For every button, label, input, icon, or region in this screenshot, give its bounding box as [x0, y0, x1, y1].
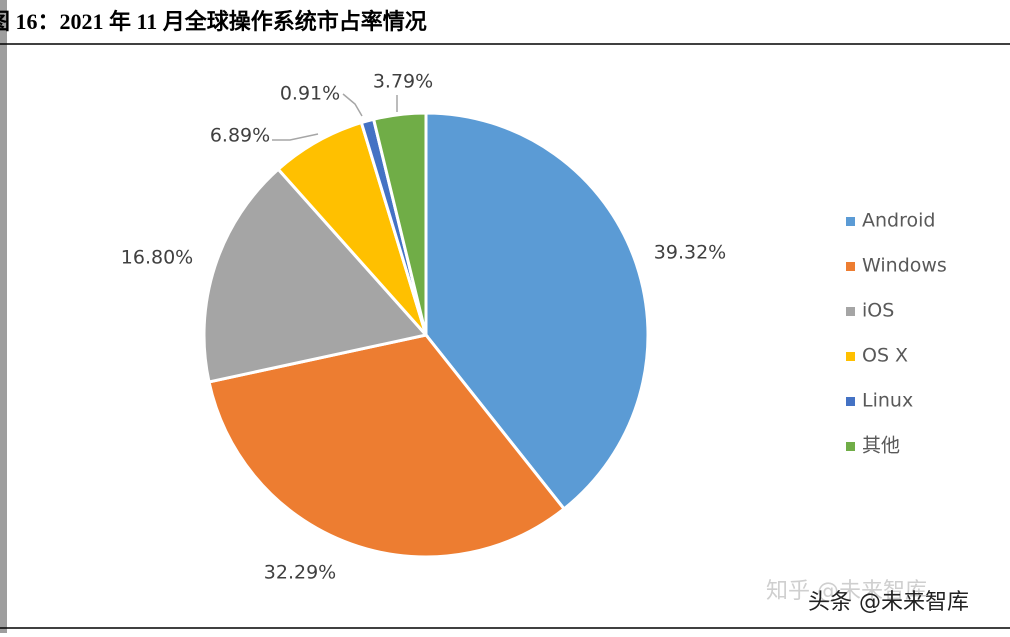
legend: Android Windows iOS OS X Linux 其他	[846, 210, 947, 457]
legend-label: Android	[862, 210, 935, 232]
pie: 39.32% 32.29% 16.80% 6.89% 0.91% 3.79%	[121, 71, 726, 584]
left-edge	[0, 0, 7, 633]
legend-label: OS X	[862, 345, 908, 367]
legend-label: Windows	[862, 255, 947, 277]
watermark: 知乎 @未来智库	[766, 579, 927, 604]
pie-slice	[202, 167, 429, 384]
data-label: 3.79%	[373, 71, 433, 93]
pie-slice	[207, 333, 567, 559]
legend-label: iOS	[862, 300, 894, 322]
legend-swatch	[846, 217, 855, 226]
data-label: 32.29%	[264, 562, 336, 584]
watermark: 头条 @未来智库	[808, 590, 969, 615]
leader-line	[342, 93, 363, 117]
legend-swatch	[846, 307, 855, 316]
data-label: 0.91%	[280, 83, 340, 105]
chart-title: 图 16：2021 年 11 月全球操作系统市占率情况	[0, 9, 427, 34]
legend-swatch	[846, 397, 855, 406]
pie-slice	[371, 111, 428, 336]
legend-swatch	[846, 352, 855, 361]
legend-swatch	[846, 262, 855, 271]
legend-label: Linux	[862, 390, 913, 412]
data-label: 39.32%	[654, 242, 726, 264]
leader-line	[272, 133, 319, 141]
pie-slice	[424, 111, 650, 511]
legend-swatch	[846, 442, 855, 451]
legend-label: 其他	[862, 435, 900, 457]
data-label: 6.89%	[210, 125, 270, 147]
data-label: 16.80%	[121, 247, 193, 269]
